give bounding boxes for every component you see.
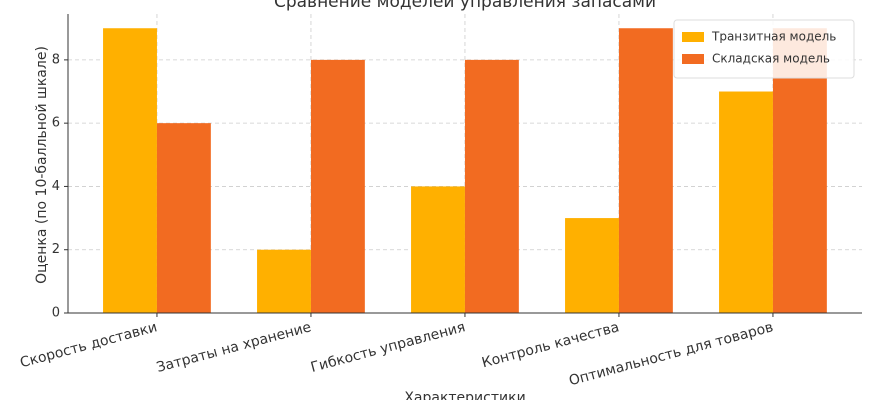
bar: [411, 186, 465, 313]
legend-swatch: [682, 32, 704, 42]
legend-swatch: [682, 54, 704, 64]
y-tick-label: 4: [52, 179, 60, 194]
bar: [156, 123, 211, 314]
bar: [103, 28, 157, 313]
y-axis-label: Оценка (по 10-балльной шкале): [34, 46, 50, 284]
x-tick-label: Скорость доставки: [18, 319, 159, 371]
chart-title: Сравнение моделей управления запасами: [274, 0, 656, 12]
bar: [565, 218, 619, 313]
y-tick-label: 2: [52, 242, 60, 257]
bar: [310, 59, 365, 313]
y-tick-label: 0: [52, 306, 60, 321]
bar: [719, 91, 773, 313]
y-tick-label: 8: [52, 52, 60, 67]
legend-label: Складская модель: [712, 52, 830, 66]
bar: [464, 59, 519, 313]
bar: [618, 28, 673, 313]
x-tick-label: Контроль качества: [480, 319, 621, 371]
legend-box: [673, 19, 855, 79]
x-axis-label: Характеристики: [404, 390, 525, 400]
legend: Транзитная модель Складская модель: [673, 19, 855, 79]
x-tick-label: Гибкость управления: [309, 319, 467, 376]
bar: [257, 249, 311, 313]
legend-label: Транзитная модель: [711, 30, 836, 44]
y-tick-label: 6: [52, 116, 60, 131]
x-tick-label: Затраты на хранение: [155, 319, 313, 376]
